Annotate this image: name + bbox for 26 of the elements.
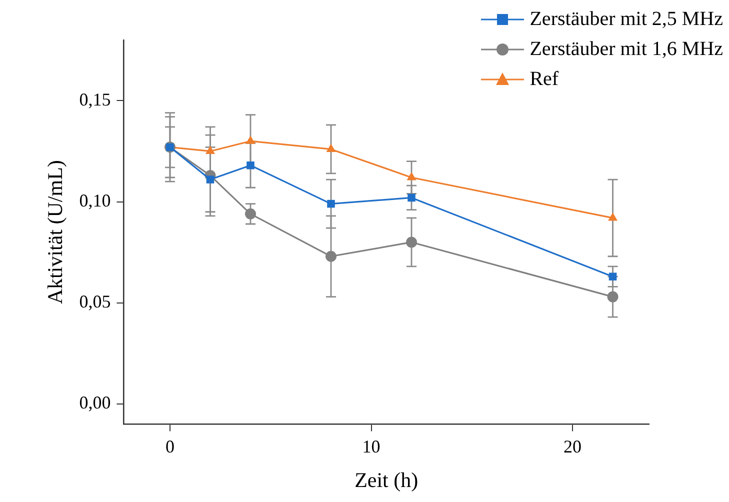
x-tick-label: 0: [165, 436, 174, 457]
y-axis-title: Aktivität (U/mL): [43, 160, 68, 304]
point: [327, 200, 335, 208]
x-axis-title: Zeit (h): [354, 468, 418, 492]
legend-label: Ref: [530, 68, 559, 90]
x-tick-label: 10: [362, 436, 380, 457]
point: [608, 212, 618, 221]
point: [608, 272, 617, 280]
point: [326, 250, 337, 262]
x-tick-label: 20: [564, 436, 582, 457]
legend-label: Zerstäuber mit 2,5 MHz: [530, 8, 723, 30]
point: [408, 194, 416, 202]
point: [246, 136, 256, 144]
legend-label: Zerstäuber mit 1,6 MHz: [530, 38, 723, 60]
point: [244, 208, 256, 220]
y-tick-label: 0,00: [79, 392, 111, 413]
y-tick-label: 0,15: [79, 89, 111, 110]
point: [607, 291, 618, 302]
y-tick-label: 0,05: [79, 292, 111, 312]
y-tick-label: 0,10: [79, 190, 111, 211]
point: [205, 146, 216, 154]
point: [406, 236, 418, 248]
point: [206, 176, 214, 184]
point: [246, 161, 254, 170]
point: [406, 172, 416, 180]
point: [326, 144, 336, 152]
